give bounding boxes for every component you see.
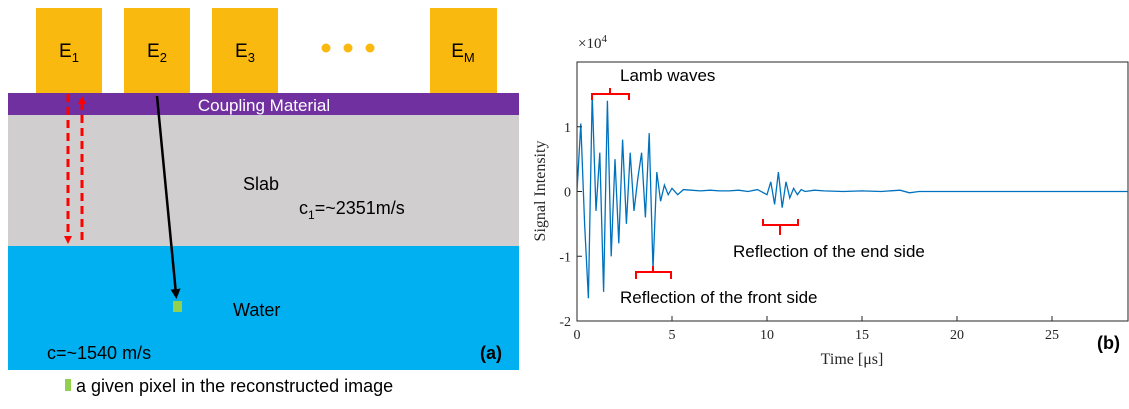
y-axis-label: Signal Intensity — [532, 141, 549, 242]
x-tick-label: 5 — [669, 328, 676, 343]
panel-a-label: (a) — [480, 343, 502, 363]
annotation-end-side: Reflection of the end side — [733, 242, 925, 261]
y-axis-ticks: -2 -1 0 1 — [559, 121, 582, 330]
transducer-element-m: EM — [430, 8, 497, 93]
x-tick-label: 15 — [855, 328, 869, 343]
ellipsis-dots — [321, 43, 375, 53]
bracket-lamb-waves — [591, 88, 630, 100]
transducer-element-3: E3 — [212, 8, 278, 93]
y-axis-exponent: ×104 — [578, 33, 607, 52]
legend-pixel-swatch — [65, 379, 71, 391]
svg-text:E2: E2 — [147, 41, 167, 65]
x-axis-ticks: 0 5 10 15 20 25 — [574, 316, 1059, 343]
annotation-front-side: Reflection of the front side — [620, 288, 818, 307]
bracket-end-side — [762, 219, 799, 235]
signal-series-line — [577, 94, 1128, 299]
annotation-lamb-waves: Lamb waves — [620, 66, 715, 85]
coupling-layer — [8, 93, 519, 115]
x-tick-label: 10 — [760, 328, 774, 343]
x-axis-label: Time [μs] — [821, 351, 884, 368]
y-tick-label: -1 — [559, 250, 571, 265]
slab-label: Slab — [243, 174, 279, 194]
ray-arrow — [155, 95, 181, 299]
x-tick-label: 25 — [1045, 328, 1059, 343]
svg-text:E3: E3 — [235, 41, 255, 65]
transducer-element-2: E2 — [124, 8, 190, 93]
panel-b-label: (b) — [1097, 333, 1120, 353]
water-speed-label: c=~1540 m/s — [47, 343, 151, 363]
y-tick-label: 0 — [564, 186, 571, 201]
y-tick-label: -2 — [559, 315, 571, 330]
panel-a: E1 E2 E3 EM Coupling Material — [8, 8, 519, 396]
legend-text: a given pixel in the reconstructed image — [76, 376, 393, 396]
target-pixel — [173, 301, 182, 312]
bracket-front-side — [635, 266, 672, 279]
transducer-element-1: E1 — [36, 8, 102, 93]
coupling-label: Coupling Material — [198, 96, 330, 115]
slab-speed-label: c1=~2351m/s — [299, 198, 405, 222]
x-tick-label: 20 — [950, 328, 964, 343]
x-tick-label: 0 — [574, 328, 581, 343]
slab-layer — [8, 115, 519, 246]
panel-b: 0 5 10 15 20 25 -2-101 ×104 Signal Intensity … — [532, 33, 1129, 368]
svg-text:EM: EM — [451, 41, 475, 65]
water-layer — [8, 246, 519, 370]
water-label: Water — [233, 300, 280, 320]
svg-text:E1: E1 — [59, 41, 79, 65]
y-tick-label: 1 — [564, 121, 571, 136]
